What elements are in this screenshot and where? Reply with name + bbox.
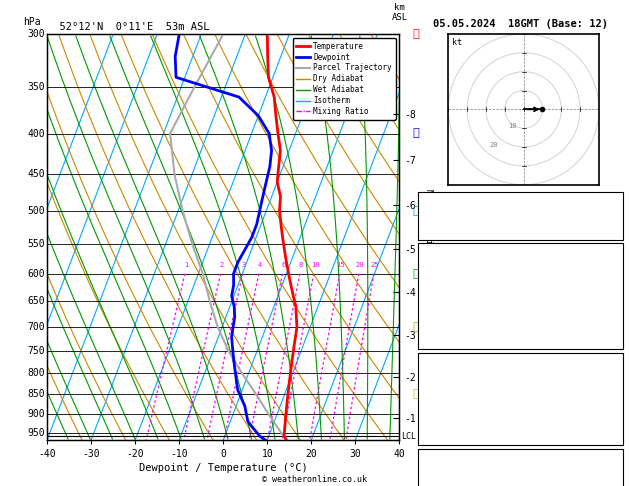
Text: © weatheronline.co.uk: © weatheronline.co.uk [262,474,367,484]
Text: 137: 137 [603,319,619,328]
Text: ≪: ≪ [412,128,419,139]
Text: 300: 300 [27,29,45,39]
Text: 8: 8 [299,262,303,268]
Text: 6: 6 [282,262,286,268]
Text: 137: 137 [603,414,619,423]
Text: 2: 2 [613,399,619,409]
Text: 46: 46 [608,209,619,218]
Text: 1.62: 1.62 [598,224,619,233]
Text: Temp (°C): Temp (°C) [422,260,470,270]
Text: 400: 400 [27,128,45,139]
Text: 900: 900 [27,409,45,419]
Text: ≪: ≪ [412,269,419,278]
Text: 9.5: 9.5 [603,275,619,284]
Text: 2: 2 [613,304,619,313]
Text: 20: 20 [355,262,364,268]
Text: SREH: SREH [422,480,443,486]
Text: 1: 1 [184,262,188,268]
Text: 998: 998 [603,370,619,380]
Text: LCL: LCL [401,432,416,441]
Text: θᴇ (K): θᴇ (K) [422,385,454,394]
Text: 350: 350 [27,82,45,92]
Text: 0: 0 [613,333,619,343]
Text: CIN (J): CIN (J) [422,333,460,343]
Text: 3: 3 [242,262,246,268]
Text: km
ASL: km ASL [391,3,408,22]
Y-axis label: Mixing Ratio (g/kg): Mixing Ratio (g/kg) [424,190,433,284]
Text: K: K [422,194,428,204]
Text: 2: 2 [220,262,224,268]
Text: Pressure (mb): Pressure (mb) [422,370,492,380]
Text: Dewp (°C): Dewp (°C) [422,275,470,284]
Text: 500: 500 [27,206,45,216]
Text: 10: 10 [311,262,319,268]
Legend: Temperature, Dewpoint, Parcel Trajectory, Dry Adiabat, Wet Adiabat, Isotherm, Mi: Temperature, Dewpoint, Parcel Trajectory… [292,38,396,120]
Text: ≪: ≪ [412,206,419,216]
Text: 308: 308 [603,385,619,394]
Text: Most Unstable: Most Unstable [486,356,555,365]
Text: kt: kt [452,38,462,47]
Text: 14: 14 [608,194,619,204]
Text: CIN (J): CIN (J) [422,429,460,438]
Text: 750: 750 [27,346,45,356]
Text: 950: 950 [27,428,45,437]
Text: Lifted Index: Lifted Index [422,399,487,409]
Text: 10: 10 [508,123,516,129]
Text: 550: 550 [27,239,45,249]
Text: 450: 450 [27,169,45,179]
Text: 308: 308 [603,290,619,299]
Text: 0: 0 [613,429,619,438]
Text: 600: 600 [27,269,45,278]
Text: Hodograph: Hodograph [496,451,545,460]
Text: 05.05.2024  18GMT (Base: 12): 05.05.2024 18GMT (Base: 12) [433,19,608,29]
Text: hPa: hPa [23,17,41,27]
Text: 14: 14 [608,466,619,475]
Text: 52°12'N  0°11'E  53m ASL: 52°12'N 0°11'E 53m ASL [47,22,209,32]
Text: EH: EH [422,466,433,475]
Text: θᴇ(K): θᴇ(K) [422,290,449,299]
Text: 4: 4 [258,262,262,268]
Text: CAPE (J): CAPE (J) [422,414,465,423]
Text: 800: 800 [27,368,45,378]
Text: 650: 650 [27,296,45,306]
Text: 850: 850 [27,389,45,399]
Text: ≪: ≪ [412,29,419,39]
Text: 20: 20 [608,480,619,486]
Text: ≪: ≪ [412,389,419,399]
Text: PW (cm): PW (cm) [422,224,460,233]
Text: 15: 15 [337,262,345,268]
Text: 700: 700 [27,322,45,332]
Text: Surface: Surface [502,246,539,255]
Text: ≪: ≪ [412,322,419,332]
Text: Lifted Index: Lifted Index [422,304,487,313]
Text: 20: 20 [489,142,498,148]
Text: 14.3: 14.3 [598,260,619,270]
Text: Totals Totals: Totals Totals [422,209,492,218]
Text: CAPE (J): CAPE (J) [422,319,465,328]
Text: 25: 25 [370,262,379,268]
X-axis label: Dewpoint / Temperature (°C): Dewpoint / Temperature (°C) [139,463,308,473]
